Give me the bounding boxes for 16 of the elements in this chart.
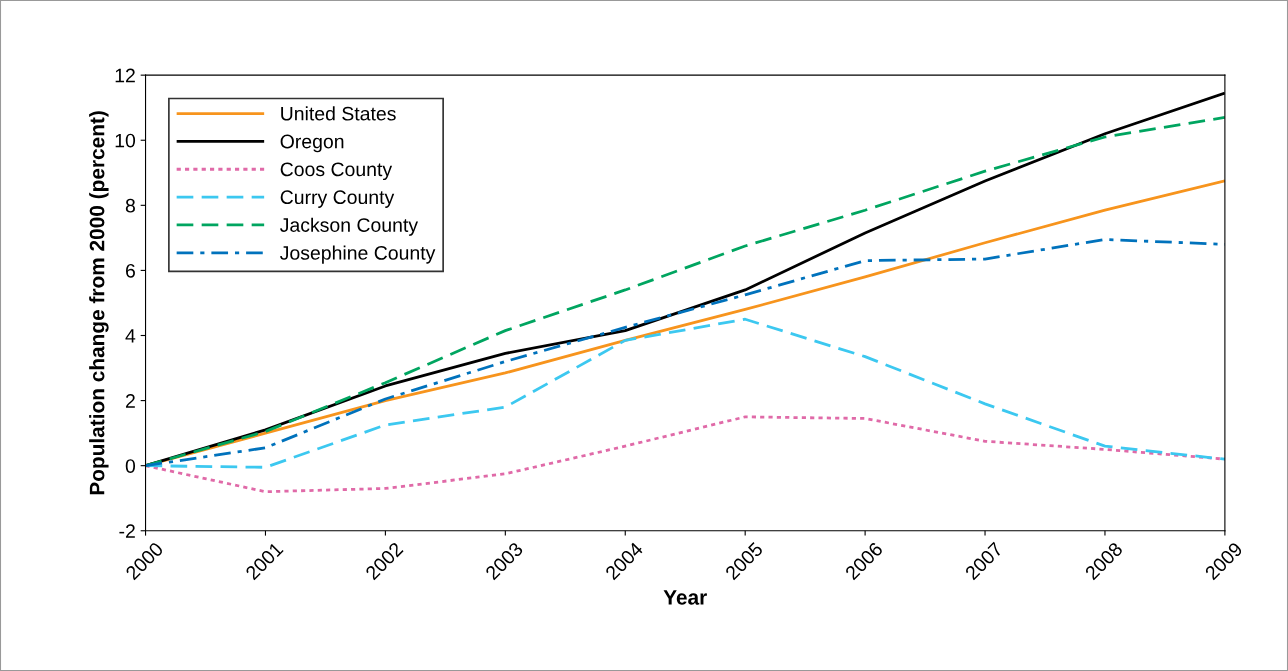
y-tick-label: -2	[119, 524, 135, 538]
y-tick-label: 2	[125, 394, 135, 408]
legend-label: Jackson County	[280, 217, 419, 236]
x-axis-title: Year	[663, 590, 707, 605]
y-axis-title: Population change from 2000 (percent)	[89, 111, 109, 495]
y-tick-label: 12	[115, 68, 135, 83]
y-tick-label: 4	[125, 329, 136, 343]
legend-label: Oregon	[280, 134, 344, 153]
legend-label: Coos County	[280, 162, 393, 181]
legend-label: Curry County	[280, 190, 395, 208]
y-tick-label: 0	[125, 459, 136, 473]
y-tick-label: 10	[115, 133, 136, 148]
y-tick-label: 6	[126, 263, 135, 278]
legend-label: United States	[281, 106, 396, 121]
legend-label: Josephine County	[280, 245, 436, 264]
y-tick-label: 8	[125, 198, 135, 213]
